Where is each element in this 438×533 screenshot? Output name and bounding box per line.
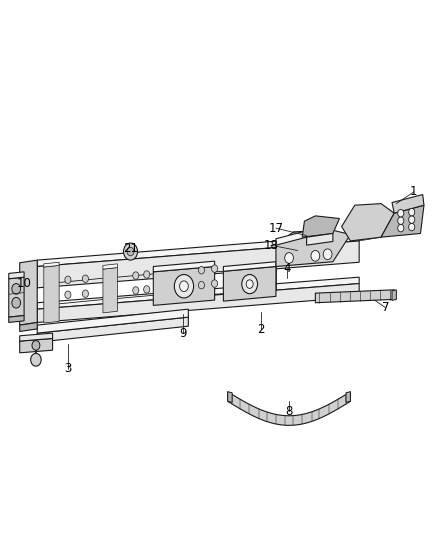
Polygon shape [276, 224, 333, 245]
Circle shape [311, 251, 320, 261]
Polygon shape [20, 322, 37, 332]
Circle shape [246, 280, 253, 288]
Polygon shape [37, 277, 359, 309]
Circle shape [409, 208, 415, 216]
Circle shape [180, 281, 188, 292]
Polygon shape [20, 338, 53, 353]
Polygon shape [315, 290, 394, 303]
Text: 4: 4 [283, 262, 291, 274]
Polygon shape [223, 262, 276, 271]
Circle shape [398, 224, 404, 232]
Polygon shape [9, 272, 24, 279]
Text: 8: 8 [286, 405, 293, 418]
Circle shape [285, 253, 293, 263]
Polygon shape [37, 309, 188, 333]
Polygon shape [103, 268, 117, 313]
Polygon shape [223, 266, 276, 301]
Circle shape [212, 265, 218, 272]
Polygon shape [37, 317, 188, 342]
Circle shape [409, 216, 415, 223]
Circle shape [82, 290, 88, 297]
Text: 7: 7 [381, 301, 389, 314]
Polygon shape [103, 264, 117, 269]
Polygon shape [37, 284, 359, 322]
Polygon shape [20, 333, 53, 341]
Polygon shape [228, 392, 350, 425]
Circle shape [12, 297, 21, 308]
Text: 10: 10 [17, 277, 32, 290]
Polygon shape [346, 392, 350, 402]
Polygon shape [37, 235, 359, 266]
Circle shape [174, 274, 194, 298]
Circle shape [144, 271, 150, 278]
Polygon shape [381, 205, 424, 237]
Circle shape [127, 247, 134, 256]
Circle shape [133, 272, 139, 279]
Circle shape [198, 266, 205, 274]
Polygon shape [9, 316, 24, 322]
Polygon shape [359, 229, 381, 241]
Text: 21: 21 [123, 243, 138, 255]
Polygon shape [228, 392, 232, 402]
Polygon shape [342, 204, 394, 241]
Circle shape [82, 275, 88, 282]
Circle shape [31, 353, 41, 366]
Polygon shape [153, 261, 215, 272]
Circle shape [32, 341, 40, 350]
Circle shape [144, 286, 150, 293]
Text: 1: 1 [410, 185, 418, 198]
Text: 3: 3 [64, 362, 71, 375]
Circle shape [12, 284, 21, 294]
Text: 18: 18 [263, 239, 278, 252]
Polygon shape [302, 216, 339, 237]
Circle shape [124, 243, 138, 260]
Polygon shape [44, 262, 59, 267]
Polygon shape [392, 290, 396, 301]
Circle shape [198, 281, 205, 289]
Circle shape [65, 291, 71, 298]
Polygon shape [44, 265, 59, 323]
Circle shape [212, 280, 218, 287]
Polygon shape [392, 195, 424, 213]
Circle shape [65, 276, 71, 284]
Circle shape [323, 249, 332, 260]
Circle shape [398, 217, 404, 224]
Text: 2: 2 [257, 323, 265, 336]
Polygon shape [276, 230, 350, 266]
Polygon shape [20, 260, 37, 325]
Text: 17: 17 [268, 222, 283, 235]
Circle shape [409, 223, 415, 231]
Circle shape [242, 274, 258, 294]
Circle shape [398, 209, 404, 217]
Polygon shape [37, 241, 359, 288]
Text: 9: 9 [179, 327, 187, 340]
Polygon shape [153, 266, 215, 305]
Polygon shape [9, 277, 24, 317]
Circle shape [133, 287, 139, 294]
Polygon shape [307, 233, 333, 245]
